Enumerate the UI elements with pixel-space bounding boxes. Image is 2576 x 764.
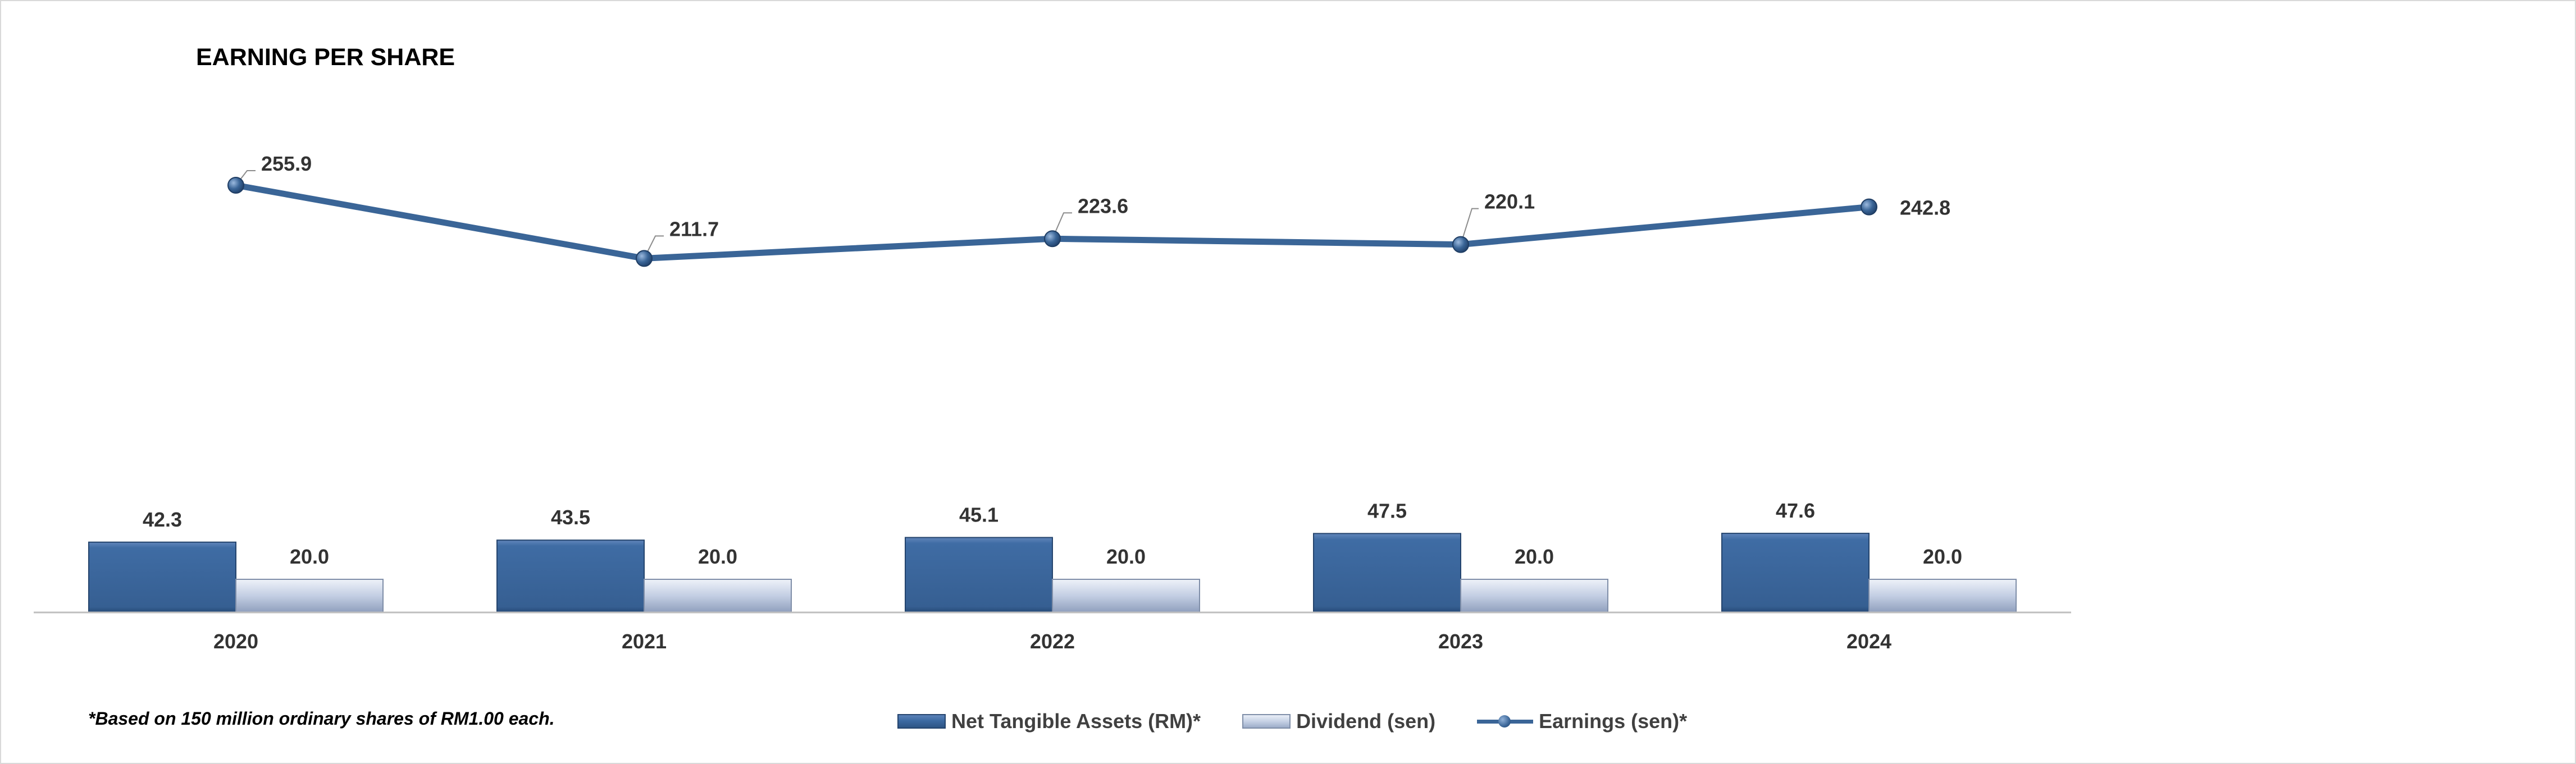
legend-item-earnings: Earnings (sen)* [1477,710,1687,733]
label-earnings-y2022: 223.6 [1078,194,1128,217]
label-nta-y2022: 45.1 [959,504,999,527]
label-dividend-y2021: 20.0 [698,545,737,568]
legend-label-nta: Net Tangible Assets (RM)* [951,710,1201,733]
bar-nta-y2024 [1721,533,1870,613]
legend: Net Tangible Assets (RM)* Dividend (sen)… [897,707,1687,735]
leader-earnings-y2023 [1460,208,1479,245]
chart-title: EARNING PER SHARE [196,44,455,71]
label-nta-y2023: 47.5 [1367,499,1407,522]
point-earnings-y2021 [636,250,653,267]
label-dividend-y2020: 20.0 [290,545,329,568]
legend-label-dividend: Dividend (sen) [1296,710,1436,733]
label-earnings-y2023: 220.1 [1484,190,1535,213]
point-earnings-y2022 [1044,230,1061,248]
label-earnings-y2020: 255.9 [261,152,312,175]
label-nta-y2020: 42.3 [143,508,182,531]
bar-dividend-y2021 [644,579,792,613]
label-earnings-y2024: 242.8 [1900,196,1950,219]
label-dividend-y2024: 20.0 [1923,545,1962,568]
legend-label-earnings: Earnings (sen)* [1539,710,1688,733]
tick-label-y2022: 2022 [1030,630,1075,653]
leader-earnings-y2022 [1052,212,1072,239]
bar-nta-y2021 [496,539,645,613]
point-earnings-y2020 [227,177,244,194]
label-dividend-y2022: 20.0 [1106,545,1146,568]
bar-dividend-y2023 [1460,579,1608,613]
legend-swatch-dividend [1242,714,1291,729]
legend-swatch-earnings [1477,714,1534,729]
legend-swatch-nta [897,714,946,729]
tick-label-y2024: 2024 [1846,630,1891,653]
label-dividend-y2023: 20.0 [1515,545,1554,568]
bar-dividend-y2022 [1052,579,1200,613]
label-nta-y2024: 47.6 [1776,499,1815,522]
label-nta-y2021: 43.5 [551,506,590,529]
label-earnings-y2021: 211.7 [669,217,719,240]
footnote: *Based on 150 million ordinary shares of… [88,708,555,729]
legend-item-nta: Net Tangible Assets (RM)* [897,710,1201,733]
bar-nta-y2020 [88,541,236,613]
point-earnings-y2024 [1861,198,1877,216]
line-earnings [232,182,1872,262]
tick-label-y2023: 2023 [1438,630,1483,653]
tick-label-y2020: 2020 [213,630,258,653]
bar-dividend-y2024 [1868,579,2017,613]
bar-dividend-y2020 [235,579,384,613]
point-earnings-y2023 [1452,236,1469,253]
tick-label-y2021: 2021 [622,630,667,653]
bar-nta-y2022 [905,537,1053,614]
legend-item-dividend: Dividend (sen) [1242,710,1435,733]
bar-nta-y2023 [1313,533,1461,614]
